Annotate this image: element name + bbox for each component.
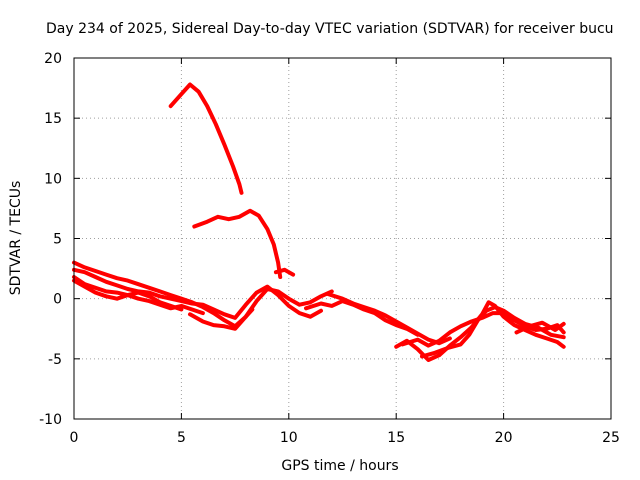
series-line-sat-i xyxy=(304,299,420,337)
series-line-sat-m xyxy=(420,305,566,359)
series-line-sat-e xyxy=(188,307,255,331)
y-axis-label: SDTVAR / TECUs xyxy=(8,181,24,296)
x-tick-label: 20 xyxy=(495,430,513,446)
chart-title: Day 234 of 2025, Sidereal Day-to-day VTE… xyxy=(46,21,614,37)
y-tick-label: -10 xyxy=(39,412,62,428)
x-tick-label: 15 xyxy=(387,430,405,446)
series-line-sat-g xyxy=(192,208,283,279)
series-line-sat-n xyxy=(514,320,566,335)
series-line-sat-a xyxy=(72,260,334,329)
x-tick-label: 10 xyxy=(280,430,298,446)
series-layer xyxy=(72,82,566,362)
x-tick-label: 5 xyxy=(177,430,186,446)
series-line-sat-h xyxy=(273,267,296,277)
y-tick-label: 5 xyxy=(53,232,62,248)
ticks xyxy=(73,57,612,420)
grid xyxy=(74,58,611,419)
x-tick-label: 25 xyxy=(602,430,620,446)
y-tick-label: 10 xyxy=(44,171,62,187)
series-line-sat-k xyxy=(394,300,566,362)
series-line-sat-f xyxy=(168,82,244,195)
y-tick-labels: -10 -5 0 5 10 15 20 xyxy=(39,51,62,428)
series-line-sat-b xyxy=(72,267,323,320)
x-tick-labels: 0 5 10 15 20 25 xyxy=(70,430,620,446)
series-line-sat-d xyxy=(72,278,184,312)
y-tick-label: 15 xyxy=(44,111,62,127)
y-tick-label: -5 xyxy=(48,352,62,368)
y-tick-label: 20 xyxy=(44,51,62,67)
x-axis-label: GPS time / hours xyxy=(281,458,398,474)
y-tick-label: 0 xyxy=(53,292,62,308)
series-line-sat-j xyxy=(325,291,452,346)
series-line-sat-c xyxy=(72,275,205,316)
x-tick-label: 0 xyxy=(70,430,79,446)
